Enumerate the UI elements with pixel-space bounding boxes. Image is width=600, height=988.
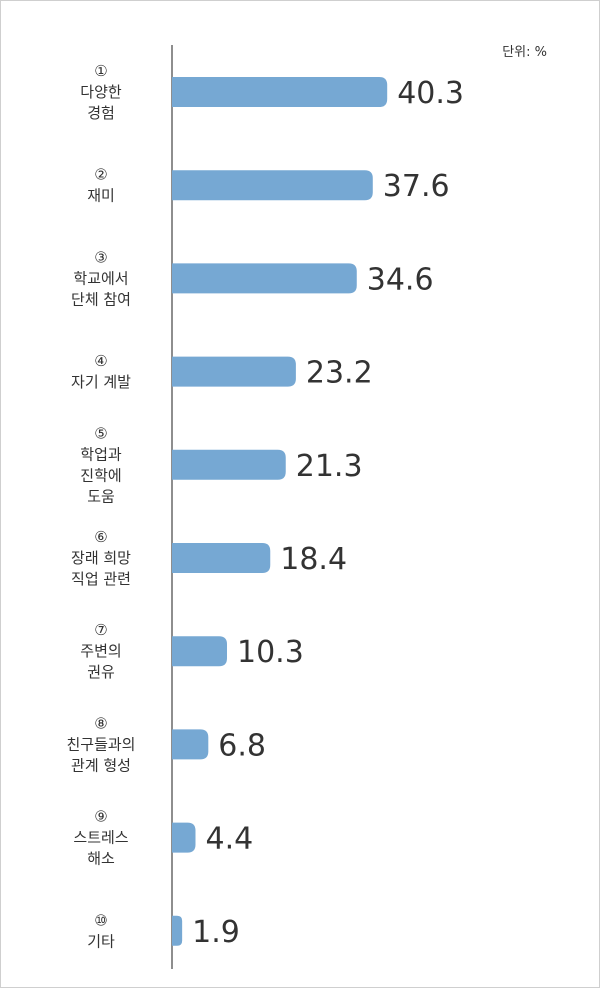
category-label: 친구들과의 — [66, 735, 135, 753]
category-label: 재미 — [87, 187, 115, 205]
bar-group: 1.9 ⑩ 기타 — [87, 911, 240, 950]
bar — [172, 636, 228, 667]
bar — [172, 170, 373, 201]
category-label: 도움 — [87, 487, 115, 505]
bar — [172, 263, 357, 294]
unit-label: 단위: % — [502, 45, 547, 60]
data-label: 4.4 — [205, 822, 253, 857]
bar — [172, 543, 271, 573]
data-label: 6.8 — [218, 728, 266, 763]
category-label: 기타 — [87, 932, 115, 950]
data-label: 18.4 — [280, 542, 347, 577]
category-label: 자기 계발 — [71, 373, 131, 391]
category-label: 단체 참여 — [71, 290, 131, 308]
category-number: ⑨ — [94, 808, 107, 826]
category-label: 직업 관련 — [71, 570, 131, 588]
bar — [172, 822, 196, 853]
bar — [172, 449, 286, 480]
category-number: ⑥ — [94, 528, 107, 546]
category-number: ⑩ — [94, 911, 107, 929]
category-label: 권유 — [87, 663, 115, 681]
category-label: 학교에서 — [73, 269, 128, 287]
data-label: 40.3 — [397, 76, 464, 111]
category-number: ① — [94, 62, 107, 80]
category-number: ④ — [94, 352, 107, 370]
category-number: ⑦ — [94, 621, 107, 639]
bar-group: 37.6 ② 재미 — [87, 166, 449, 205]
category-number: ③ — [94, 248, 107, 266]
data-label: 1.9 — [192, 915, 240, 950]
category-label: 해소 — [87, 850, 115, 868]
category-label: 진학에 — [80, 466, 121, 484]
data-label: 23.2 — [306, 356, 373, 391]
bar — [172, 356, 296, 387]
category-label: 관계 형성 — [71, 756, 131, 774]
category-label: 학업과 — [80, 445, 122, 463]
data-label: 34.6 — [367, 262, 434, 297]
bar-group: 23.2 ④ 자기 계발 — [71, 352, 373, 391]
bar — [172, 77, 388, 107]
category-number: ⑧ — [94, 714, 107, 732]
data-label: 10.3 — [237, 635, 304, 670]
data-label: 37.6 — [383, 169, 450, 204]
category-label: 장래 희망 — [71, 549, 131, 567]
category-label: 다양한 — [80, 83, 122, 101]
category-number: ② — [94, 166, 107, 184]
bar — [172, 729, 209, 760]
category-label: 주변의 — [80, 642, 121, 660]
category-number: ⑤ — [94, 424, 107, 442]
data-label: 21.3 — [296, 449, 363, 484]
category-label: 스트레스 — [73, 829, 128, 847]
category-label: 경험 — [87, 104, 115, 122]
bar — [172, 915, 183, 946]
